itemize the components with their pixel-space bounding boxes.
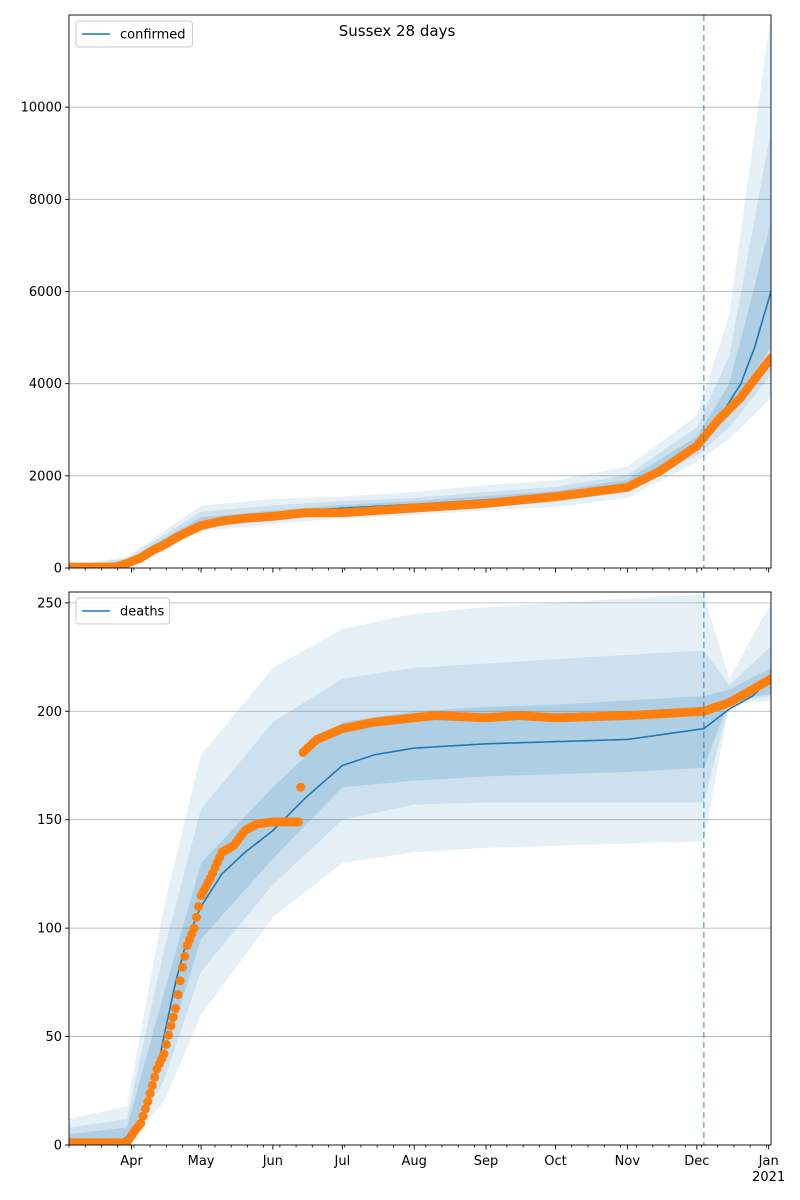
bottom-observed-point	[166, 1021, 176, 1031]
x-tick-label: May	[188, 1154, 215, 1169]
x-year-label: 2021	[752, 1170, 785, 1185]
bottom-plot-area	[69, 594, 771, 1145]
bottom-observed-point	[159, 1049, 169, 1059]
bottom-observed-point	[191, 912, 201, 922]
bottom-observed-point	[173, 990, 183, 1000]
x-tick-label: Aug	[402, 1154, 427, 1169]
top-legend-label: confirmed	[120, 28, 186, 43]
top-y-tick-label: 4000	[29, 377, 62, 392]
bottom-observed-point	[171, 1003, 181, 1013]
x-tick-label: Jan	[758, 1154, 779, 1169]
top-plot-area	[69, 15, 771, 568]
bottom-observed-point	[141, 1104, 150, 1114]
figure-title: Sussex 28 days	[339, 22, 456, 40]
bottom-observed-point	[178, 962, 187, 972]
bottom-observed-point	[293, 817, 303, 827]
bottom-y-tick-label: 50	[45, 1030, 62, 1045]
top-observed-point	[766, 353, 771, 363]
bottom-observed-point	[164, 1030, 174, 1040]
bottom-y-tick-label: 200	[37, 705, 62, 720]
bottom-observed-point	[175, 976, 185, 986]
bottom-observed-point	[161, 1040, 171, 1049]
x-tick-label: Nov	[615, 1154, 641, 1169]
bottom-observed-point	[150, 1072, 160, 1082]
bottom-observed-point	[180, 951, 190, 961]
bottom-observed-point	[766, 674, 771, 684]
top-legend-box	[75, 20, 193, 48]
bottom-legend-box	[75, 597, 171, 625]
bottom-axes-frame	[68, 591, 772, 1146]
bottom-band-outer	[69, 594, 771, 1145]
bottom-observed-point	[136, 1118, 146, 1128]
bottom-y-tick-label: 150	[37, 813, 62, 828]
bottom-y-tick-label: 0	[54, 1139, 62, 1154]
bottom-observed-point	[138, 1111, 148, 1121]
x-tick-label: Dec	[684, 1154, 709, 1169]
x-tick-label: Jun	[262, 1154, 283, 1169]
top-y-tick-label: 8000	[29, 193, 62, 208]
confirmed-panel: 0 2000 4000 6000 8000 10000 confirmed	[21, 14, 772, 577]
bottom-band-middle	[69, 646, 771, 1145]
bottom-legend-label: deaths	[120, 605, 165, 620]
bottom-observed-point	[145, 1089, 155, 1098]
bottom-y-tick-label: 100	[37, 922, 62, 937]
x-tick-label: Oct	[544, 1154, 566, 1169]
bottom-observed-point	[194, 902, 204, 911]
x-tick-label: Jul	[334, 1154, 351, 1169]
top-y-tick-label: 6000	[29, 285, 62, 300]
bottom-observed-point	[296, 782, 306, 792]
bottom-observed-point	[147, 1080, 157, 1090]
bottom-observed-point	[143, 1097, 153, 1107]
top-y-tick-label: 10000	[21, 101, 62, 116]
x-tick-label: Apr	[120, 1154, 143, 1169]
bottom-y-tick-label: 250	[37, 596, 62, 611]
top-y-tick-label: 0	[54, 562, 62, 577]
top-y-tick-label: 2000	[29, 469, 62, 484]
bottom-observed-point	[168, 1012, 178, 1022]
x-tick-label: Sep	[474, 1154, 499, 1169]
deaths-panel: 0 50 100 150 200 250 Apr May Jun Jul Aug Sep Oct Nov D…	[37, 591, 785, 1185]
bottom-observed-point	[189, 923, 199, 933]
